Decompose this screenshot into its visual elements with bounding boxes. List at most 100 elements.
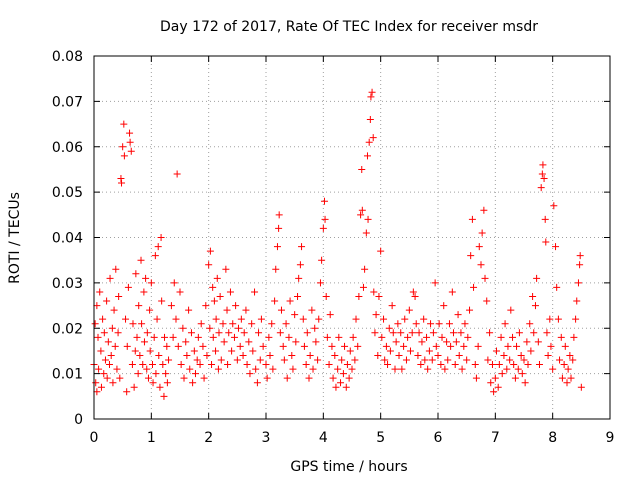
data-point (152, 370, 160, 378)
data-point (186, 365, 194, 373)
data-point (358, 206, 366, 214)
data-point (573, 297, 581, 305)
data-point (123, 388, 131, 396)
x-tick-label: 5 (376, 430, 385, 446)
data-point (318, 256, 326, 264)
data-point (529, 292, 537, 300)
data-point (94, 333, 102, 341)
data-point (173, 170, 181, 178)
data-point (538, 170, 546, 178)
data-point (492, 347, 500, 355)
data-point (367, 93, 375, 101)
data-point (311, 324, 319, 332)
data-point (566, 351, 574, 359)
data-point (156, 383, 164, 391)
data-point (160, 392, 168, 400)
data-point (542, 238, 550, 246)
data-point (366, 116, 374, 124)
data-point (349, 333, 357, 341)
data-point (263, 374, 271, 382)
data-point (355, 292, 363, 300)
data-point (547, 342, 555, 350)
data-point (216, 292, 224, 300)
data-point (140, 288, 148, 296)
data-point (370, 288, 378, 296)
data-point (240, 329, 248, 337)
data-point (137, 256, 145, 264)
data-point (109, 379, 117, 387)
data-point (523, 338, 531, 346)
data-point (228, 347, 236, 355)
data-point (256, 356, 264, 364)
data-point (401, 315, 409, 323)
data-point (341, 342, 349, 350)
data-point (237, 315, 245, 323)
data-point (115, 292, 123, 300)
data-point (521, 379, 529, 387)
data-point (554, 315, 562, 323)
data-point (127, 147, 135, 155)
data-point (467, 252, 475, 260)
data-point (319, 224, 327, 232)
data-point (474, 342, 482, 350)
data-point (113, 365, 121, 373)
data-point (486, 329, 494, 337)
data-point (136, 351, 144, 359)
data-point (455, 351, 463, 359)
data-point (271, 297, 279, 305)
data-point (421, 356, 429, 364)
y-tick-label: 0.06 (52, 140, 83, 156)
data-point (280, 356, 288, 364)
data-point (269, 365, 277, 373)
data-point (296, 261, 304, 269)
data-point (305, 374, 313, 382)
data-point (303, 329, 311, 337)
data-point (346, 347, 354, 355)
data-point (150, 333, 158, 341)
data-point (147, 279, 155, 287)
y-tick-label: 0.04 (52, 231, 83, 247)
data-point (93, 388, 101, 396)
data-point (549, 365, 557, 373)
data-point (375, 292, 383, 300)
data-point (429, 329, 437, 337)
data-point (190, 347, 198, 355)
data-point (189, 379, 197, 387)
data-point (394, 320, 402, 328)
data-point (412, 320, 420, 328)
x-tick-label: 2 (204, 430, 213, 446)
data-point (294, 292, 302, 300)
data-point (99, 315, 107, 323)
data-point (312, 338, 320, 346)
data-point (103, 297, 111, 305)
data-point (314, 356, 322, 364)
y-tick-label: 0.08 (52, 49, 83, 65)
data-point (197, 320, 205, 328)
data-point (185, 306, 193, 314)
data-point (395, 351, 403, 359)
data-point (471, 361, 479, 369)
data-point (302, 361, 310, 369)
data-point (338, 356, 346, 364)
data-point (533, 274, 541, 282)
data-point (503, 365, 511, 373)
data-point (427, 320, 435, 328)
data-point (411, 292, 419, 300)
data-point (148, 361, 156, 369)
data-point (146, 306, 154, 314)
data-point (288, 351, 296, 359)
data-point (517, 351, 525, 359)
data-point (213, 274, 221, 282)
y-axis-ticks: 0 0.01 0.02 0.03 0.04 0.05 0.06 0.07 0.08 (52, 49, 610, 428)
data-point (457, 329, 465, 337)
data-point (400, 342, 408, 350)
data-point (488, 361, 496, 369)
data-point (452, 338, 460, 346)
x-tick-label: 9 (606, 430, 615, 446)
data-point (572, 315, 580, 323)
data-point (510, 361, 518, 369)
data-point (154, 243, 162, 251)
y-tick-label: 0.05 (52, 185, 83, 201)
data-point (193, 356, 201, 364)
data-point (463, 356, 471, 364)
